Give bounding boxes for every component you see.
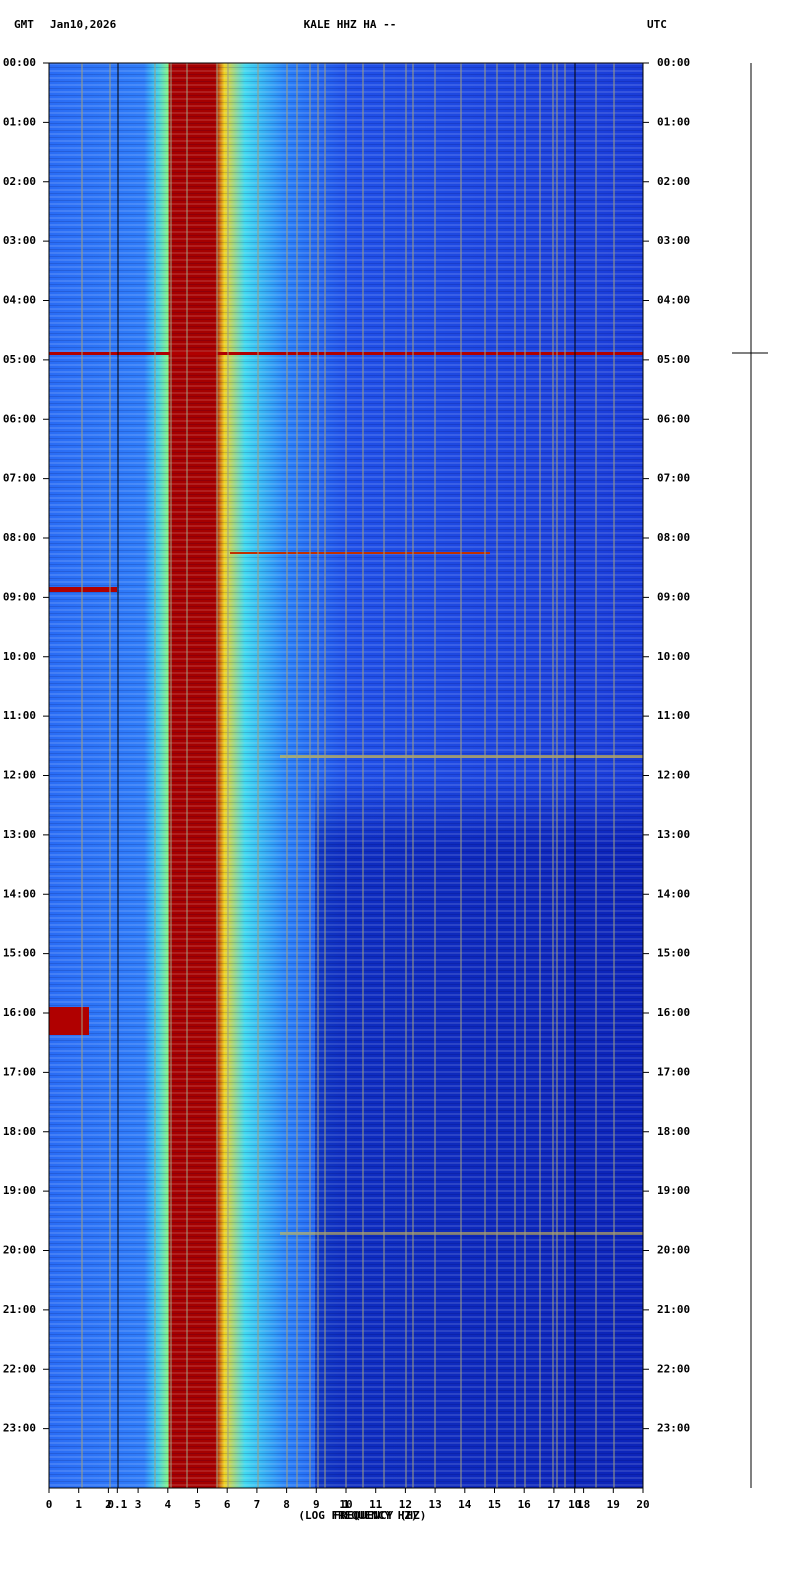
y-tick-label: 04:00 — [3, 294, 36, 307]
y-tick-label: 08:00 — [3, 531, 36, 544]
y-tick-label: 16:00 — [3, 1006, 36, 1019]
x-tick-label: 18 — [577, 1498, 590, 1511]
y-tick-label: 17:00 — [657, 1065, 690, 1078]
y-tick-label: 18:00 — [657, 1125, 690, 1138]
y-tick-label: 13:00 — [3, 828, 36, 841]
x-tick-label: 5 — [194, 1498, 201, 1511]
y-tick-label: 21:00 — [657, 1303, 690, 1316]
timezone-left: GMT — [14, 18, 34, 31]
y-tick-label: 21:00 — [3, 1303, 36, 1316]
y-tick-label: 23:00 — [657, 1422, 690, 1435]
y-tick-label: 00:00 — [3, 56, 36, 69]
y-tick-label: 07:00 — [3, 472, 36, 485]
y-tick-label: 22:00 — [3, 1362, 36, 1375]
y-tick-label: 08:00 — [657, 531, 690, 544]
y-tick-label: 04:00 — [657, 294, 690, 307]
y-tick-label: 09:00 — [657, 590, 690, 603]
x-tick-label: 20 — [636, 1498, 649, 1511]
y-tick-label: 18:00 — [3, 1125, 36, 1138]
y-tick-label: 14:00 — [657, 887, 690, 900]
x-tick-label: 3 — [135, 1498, 142, 1511]
log-x-tick-label: 0.1 — [107, 1498, 127, 1511]
y-tick-label: 03:00 — [657, 234, 690, 247]
y-tick-label: 07:00 — [657, 472, 690, 485]
y-tick-label: 14:00 — [3, 887, 36, 900]
y-tick-label: 19:00 — [3, 1184, 36, 1197]
x-tick-label: 12 — [399, 1498, 412, 1511]
x-tick-label: 4 — [164, 1498, 171, 1511]
y-tick-label: 03:00 — [3, 234, 36, 247]
y-tick-label: 09:00 — [3, 590, 36, 603]
y-tick-label: 01:00 — [3, 115, 36, 128]
y-tick-label: 19:00 — [657, 1184, 690, 1197]
date: Jan10,2026 — [50, 18, 117, 31]
x-tick-label: 10 — [339, 1498, 352, 1511]
y-tick-label: 06:00 — [657, 412, 690, 425]
y-tick-label: 10:00 — [3, 650, 36, 663]
y-tick-label: 05:00 — [657, 353, 690, 366]
x-tick-label: 17 — [547, 1498, 560, 1511]
x-axis-title: (LOG FREQUENCY HZ) — [298, 1509, 417, 1522]
x-axis-title: FREQUENCY (HZ) — [334, 1509, 427, 1522]
y-tick-label: 20:00 — [3, 1244, 36, 1257]
x-tick-label: 19 — [607, 1498, 620, 1511]
y-tick-label: 06:00 — [3, 412, 36, 425]
y-tick-label: 02:00 — [3, 175, 36, 188]
x-tick-label: 8 — [283, 1498, 290, 1511]
x-tick-label: 6 — [224, 1498, 231, 1511]
y-tick-label: 11:00 — [657, 709, 690, 722]
y-tick-label: 15:00 — [657, 947, 690, 960]
x-tick-label: 1 — [75, 1498, 82, 1511]
x-tick-label: 7 — [254, 1498, 261, 1511]
timezone-right: UTC — [647, 18, 667, 31]
y-tick-label: 20:00 — [657, 1244, 690, 1257]
y-tick-label: 02:00 — [657, 175, 690, 188]
y-tick-label: 17:00 — [3, 1065, 36, 1078]
y-tick-label: 23:00 — [3, 1422, 36, 1435]
x-tick-label: 13 — [428, 1498, 441, 1511]
log-x-tick-label: 1 — [343, 1498, 350, 1511]
overlay-lines — [81, 63, 615, 1488]
x-tick-label: 2 — [105, 1498, 112, 1511]
x-tick-label: 11 — [369, 1498, 383, 1511]
y-tick-label: 16:00 — [657, 1006, 690, 1019]
x-tick-label: 15 — [488, 1498, 501, 1511]
y-tick-label: 22:00 — [657, 1362, 690, 1375]
y-tick-label: 12:00 — [3, 769, 36, 782]
y-tick-label: 13:00 — [657, 828, 690, 841]
y-tick-label: 05:00 — [3, 353, 36, 366]
x-tick-label: 16 — [518, 1498, 532, 1511]
y-tick-label: 00:00 — [657, 56, 690, 69]
x-tick-label: 0 — [46, 1498, 53, 1511]
station: KALE HHZ HA -- — [304, 18, 397, 31]
y-tick-label: 11:00 — [3, 709, 36, 722]
x-tick-label: 9 — [313, 1498, 320, 1511]
y-tick-label: 15:00 — [3, 947, 36, 960]
y-tick-label: 10:00 — [657, 650, 690, 663]
y-tick-label: 12:00 — [657, 769, 690, 782]
log-x-tick-label: 10 — [568, 1498, 581, 1511]
y-tick-label: 01:00 — [657, 115, 690, 128]
seismic-trace — [732, 63, 768, 1488]
x-tick-label: 14 — [458, 1498, 472, 1511]
